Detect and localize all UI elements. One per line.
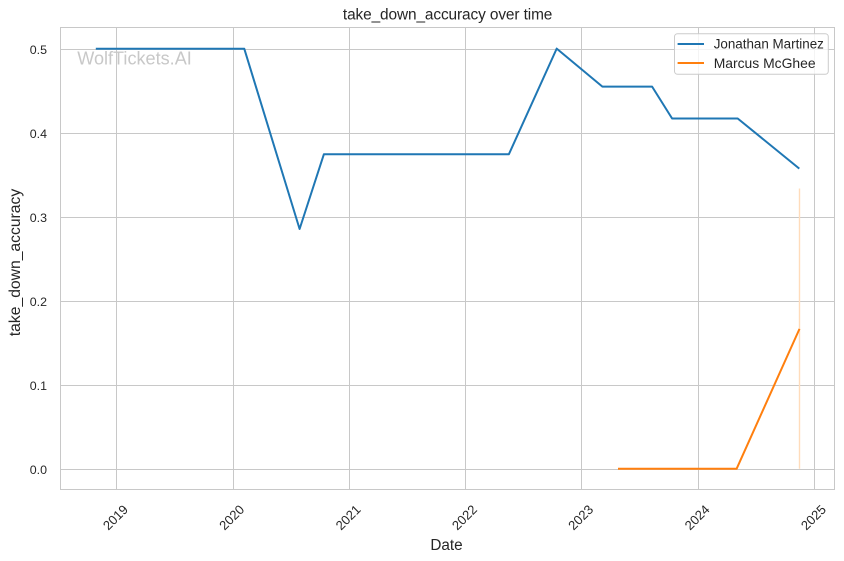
svg-text:WolfTickets.AI: WolfTickets.AI <box>77 48 192 68</box>
svg-text:take_down_accuracy over time: take_down_accuracy over time <box>343 7 552 24</box>
svg-text:Marcus McGhee: Marcus McGhee <box>714 55 816 71</box>
svg-text:Date: Date <box>430 537 462 554</box>
svg-text:0.1: 0.1 <box>30 379 47 393</box>
svg-text:take_down_accuracy: take_down_accuracy <box>7 189 24 337</box>
svg-text:0.4: 0.4 <box>30 127 47 141</box>
svg-text:0.3: 0.3 <box>30 211 47 225</box>
svg-text:0.5: 0.5 <box>30 43 47 57</box>
svg-text:Jonathan Martinez: Jonathan Martinez <box>714 37 824 52</box>
svg-text:0.0: 0.0 <box>30 463 47 477</box>
svg-text:0.2: 0.2 <box>30 295 47 309</box>
